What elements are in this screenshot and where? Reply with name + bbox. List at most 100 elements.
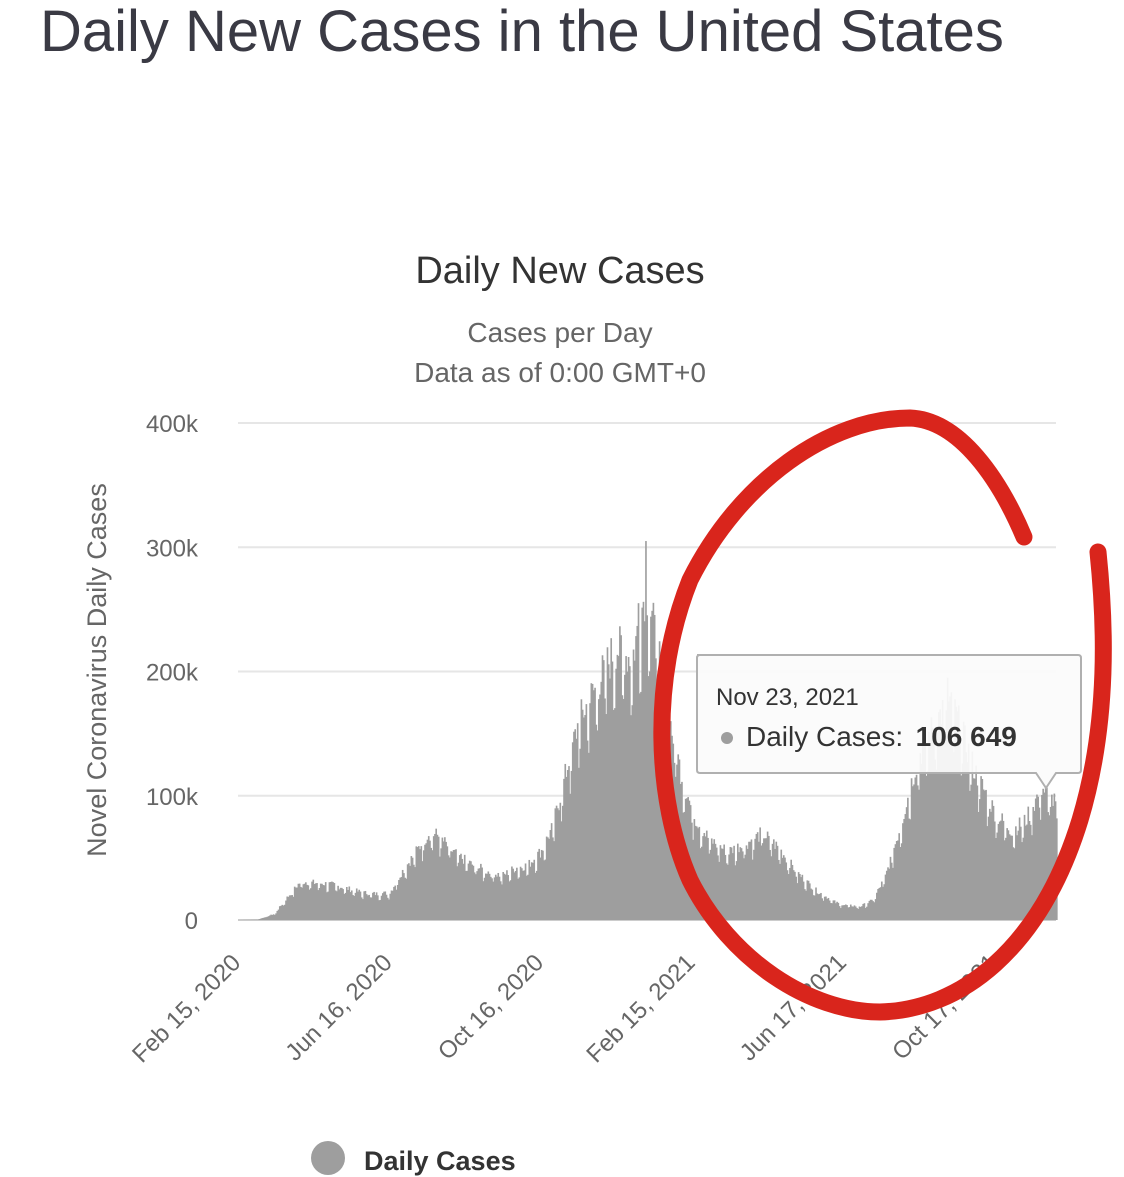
bar[interactable] bbox=[1028, 820, 1031, 920]
bar[interactable] bbox=[1027, 806, 1030, 920]
bar[interactable] bbox=[579, 748, 581, 920]
bar[interactable] bbox=[437, 836, 440, 920]
bar[interactable] bbox=[897, 840, 899, 920]
bar[interactable] bbox=[470, 861, 472, 920]
bar[interactable] bbox=[782, 855, 785, 920]
bar[interactable] bbox=[894, 844, 897, 920]
bar[interactable] bbox=[337, 885, 339, 920]
bar[interactable] bbox=[427, 836, 430, 920]
bar[interactable] bbox=[807, 880, 810, 920]
bar[interactable] bbox=[931, 727, 934, 920]
bar[interactable] bbox=[810, 888, 812, 920]
bar[interactable] bbox=[736, 843, 739, 920]
bar[interactable] bbox=[1011, 835, 1013, 920]
bar[interactable] bbox=[743, 858, 745, 920]
bar[interactable] bbox=[1036, 794, 1038, 920]
bar[interactable] bbox=[467, 863, 470, 920]
bar[interactable] bbox=[763, 838, 765, 920]
bar[interactable] bbox=[261, 918, 264, 920]
bar[interactable] bbox=[655, 658, 657, 920]
bar[interactable] bbox=[938, 712, 940, 920]
bar[interactable] bbox=[585, 704, 588, 920]
bar[interactable] bbox=[817, 894, 820, 920]
bar[interactable] bbox=[868, 900, 871, 920]
bar[interactable] bbox=[979, 799, 981, 920]
bar[interactable] bbox=[818, 893, 821, 920]
bar[interactable] bbox=[524, 863, 527, 920]
bar[interactable] bbox=[813, 895, 816, 920]
bar[interactable] bbox=[980, 776, 982, 920]
bar[interactable] bbox=[703, 832, 706, 920]
bar[interactable] bbox=[347, 890, 349, 920]
bar[interactable] bbox=[292, 896, 295, 920]
bar[interactable] bbox=[873, 902, 876, 920]
bar[interactable] bbox=[753, 849, 755, 920]
bar[interactable] bbox=[350, 890, 353, 920]
bar[interactable] bbox=[734, 865, 737, 920]
bar[interactable] bbox=[317, 890, 320, 920]
bar[interactable] bbox=[880, 881, 883, 920]
bar[interactable] bbox=[844, 904, 847, 921]
bar[interactable] bbox=[274, 914, 276, 920]
bar[interactable] bbox=[939, 709, 941, 920]
bar[interactable] bbox=[1033, 810, 1036, 920]
bar[interactable] bbox=[965, 752, 968, 920]
bar[interactable] bbox=[898, 833, 900, 920]
bar[interactable] bbox=[295, 887, 297, 920]
bar[interactable] bbox=[1010, 835, 1012, 920]
bar[interactable] bbox=[466, 870, 469, 920]
bar[interactable] bbox=[641, 607, 644, 920]
bar[interactable] bbox=[291, 895, 294, 920]
bar[interactable] bbox=[890, 862, 893, 920]
bar[interactable] bbox=[717, 855, 719, 920]
bar[interactable] bbox=[974, 778, 976, 920]
bar[interactable] bbox=[288, 895, 291, 920]
bar[interactable] bbox=[626, 671, 629, 920]
bar[interactable] bbox=[302, 884, 305, 920]
bar[interactable] bbox=[508, 881, 511, 920]
bar[interactable] bbox=[936, 732, 939, 920]
bar[interactable] bbox=[750, 839, 753, 920]
bar[interactable] bbox=[802, 881, 805, 920]
bar[interactable] bbox=[278, 906, 281, 920]
bar[interactable] bbox=[481, 867, 483, 920]
bar[interactable] bbox=[471, 864, 473, 920]
bar[interactable] bbox=[266, 916, 269, 920]
bar[interactable] bbox=[458, 855, 461, 920]
bar[interactable] bbox=[426, 839, 429, 920]
bar[interactable] bbox=[324, 882, 327, 920]
bar[interactable] bbox=[566, 770, 569, 920]
bar[interactable] bbox=[951, 740, 954, 920]
bar[interactable] bbox=[1032, 806, 1035, 920]
bar[interactable] bbox=[705, 830, 708, 920]
bar[interactable] bbox=[969, 790, 971, 920]
bar[interactable] bbox=[697, 828, 699, 920]
bar[interactable] bbox=[836, 901, 838, 920]
bar[interactable] bbox=[918, 789, 920, 920]
bar[interactable] bbox=[864, 907, 867, 920]
bar[interactable] bbox=[712, 843, 714, 920]
bar[interactable] bbox=[545, 836, 548, 920]
bar[interactable] bbox=[398, 880, 400, 920]
bar[interactable] bbox=[425, 843, 428, 920]
bar[interactable] bbox=[617, 656, 620, 920]
bar[interactable] bbox=[345, 887, 348, 920]
bar[interactable] bbox=[368, 894, 370, 920]
bar[interactable] bbox=[900, 843, 903, 920]
bar[interactable] bbox=[991, 800, 994, 920]
bar[interactable] bbox=[298, 883, 301, 920]
bar[interactable] bbox=[882, 886, 884, 920]
bar[interactable] bbox=[453, 849, 456, 920]
bar[interactable] bbox=[339, 887, 342, 920]
bar[interactable] bbox=[640, 691, 642, 920]
bar[interactable] bbox=[926, 771, 929, 920]
bar[interactable] bbox=[846, 905, 848, 920]
bar[interactable] bbox=[871, 899, 873, 920]
bar[interactable] bbox=[732, 853, 734, 920]
bar[interactable] bbox=[653, 614, 656, 920]
bar[interactable] bbox=[396, 884, 399, 920]
bar[interactable] bbox=[597, 699, 600, 920]
bar[interactable] bbox=[451, 851, 454, 920]
bar[interactable] bbox=[265, 917, 267, 920]
bar[interactable] bbox=[564, 763, 567, 920]
